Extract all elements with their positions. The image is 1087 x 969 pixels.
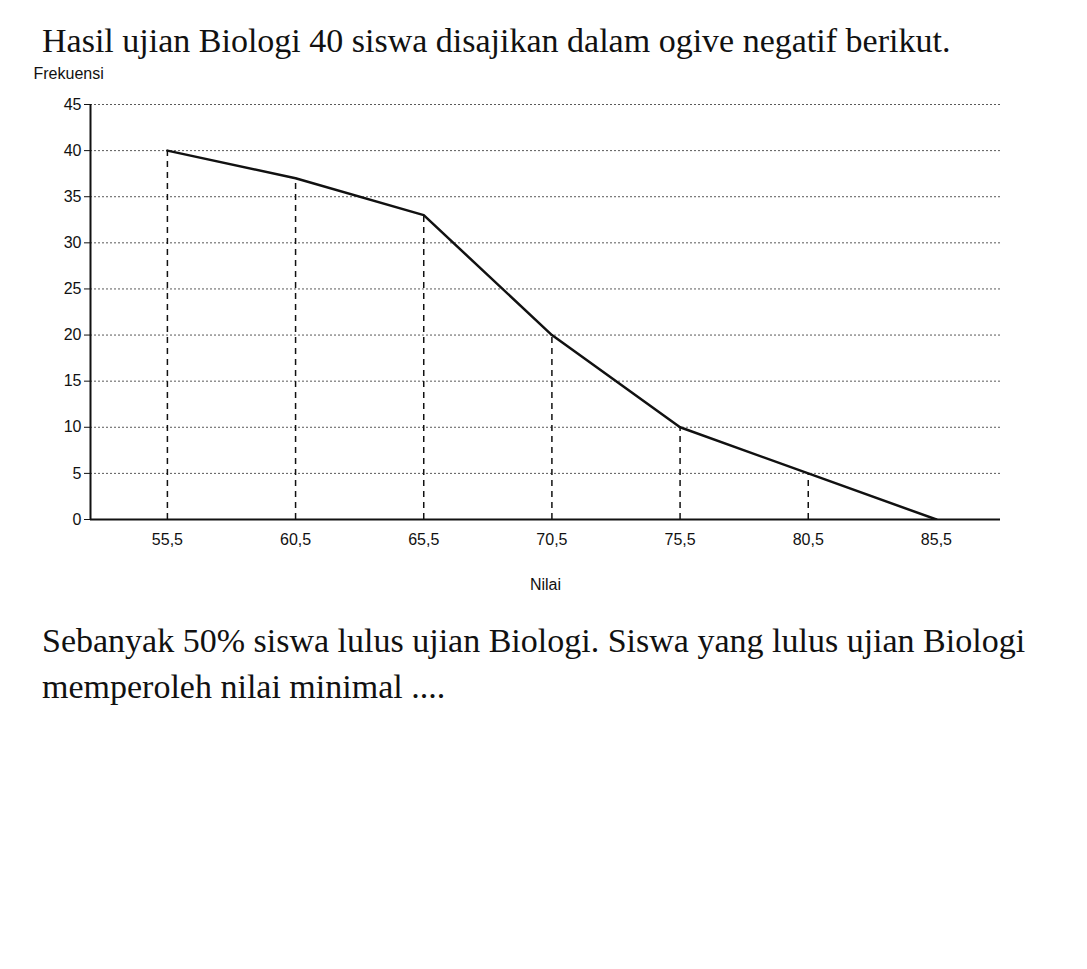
svg-text:85,5: 85,5 xyxy=(921,531,952,548)
svg-text:75,5: 75,5 xyxy=(665,531,696,548)
svg-text:Nilai: Nilai xyxy=(530,575,561,592)
svg-text:80,5: 80,5 xyxy=(793,531,824,548)
svg-text:20: 20 xyxy=(64,326,82,343)
svg-text:30: 30 xyxy=(64,234,82,251)
svg-text:35: 35 xyxy=(64,188,82,205)
svg-text:45: 45 xyxy=(64,96,82,113)
svg-text:40: 40 xyxy=(64,142,82,159)
svg-text:65,5: 65,5 xyxy=(408,531,439,548)
svg-text:Frekuensi: Frekuensi xyxy=(34,65,104,82)
svg-text:70,5: 70,5 xyxy=(536,531,567,548)
svg-text:60,5: 60,5 xyxy=(280,531,311,548)
svg-text:10: 10 xyxy=(64,418,82,435)
svg-text:0: 0 xyxy=(73,511,82,528)
svg-text:5: 5 xyxy=(73,464,82,481)
svg-text:25: 25 xyxy=(64,280,82,297)
html-text:Sebanyak 50% siswa lulus ujian: Sebanyak 50% siswa lulus ujian Biologi. … xyxy=(42,621,1026,705)
html-text:Hasil ujian Biologi 40 siswa d: Hasil ujian Biologi 40 siswa disajikan d… xyxy=(42,22,951,59)
svg-text:15: 15 xyxy=(64,372,82,389)
svg-text:55,5: 55,5 xyxy=(152,531,183,548)
